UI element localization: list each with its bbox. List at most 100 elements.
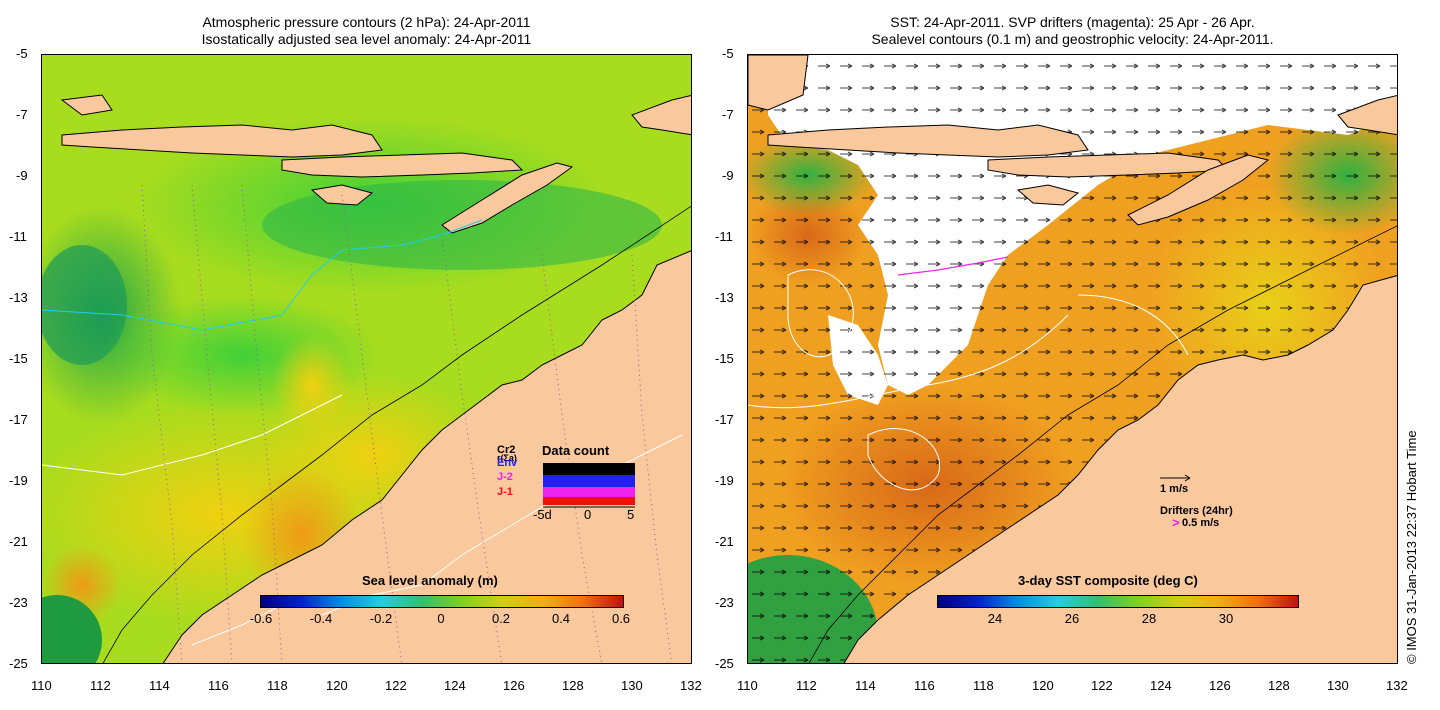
left-title-line2: Isostatically adjusted sea level anomaly…	[201, 31, 532, 47]
sla-high-central	[272, 335, 352, 435]
drifter-legend-label: Drifters (24hr)	[1160, 505, 1233, 517]
timor-island-sst	[1127, 154, 1270, 226]
satellite-overlap-text: r(Σa)	[497, 453, 517, 463]
right-x-tick-0: 110	[737, 678, 758, 693]
white-contour-1	[42, 394, 343, 476]
right-x-tick-6: 122	[1091, 678, 1113, 693]
right-y-tick-2: -9	[722, 168, 734, 183]
left-x-tick-1: 112	[90, 678, 111, 693]
left-x-tick-7: 124	[444, 678, 466, 693]
sla-low-west	[42, 245, 127, 365]
sla-low-southwest	[42, 595, 102, 663]
sla-tick-2: -0.2	[369, 611, 393, 626]
sla-colorbar-label: Sea level anomaly (m)	[362, 573, 498, 588]
sla-tick-6: 0.6	[611, 611, 631, 626]
right-map-title: SST: 24-Apr-2011. SVP drifters (magenta)…	[747, 14, 1398, 48]
java-bali-islands-sst	[767, 124, 1089, 158]
north-island-east	[631, 94, 691, 136]
left-x-tick-11: 132	[680, 678, 702, 693]
data-count-axis-mid: 0	[584, 507, 592, 522]
right-y-tick-4: -13	[715, 290, 734, 305]
north-island-east-sst	[1337, 94, 1397, 136]
satellite-j1: J-1	[497, 486, 513, 498]
left-title-line1: Atmospheric pressure contours (2 hPa): 2…	[202, 14, 531, 30]
flores-island-sst	[987, 152, 1230, 178]
sla-colorbar	[260, 595, 624, 608]
left-x-tick-9: 128	[562, 678, 584, 693]
left-x-tick-0: 110	[31, 678, 52, 693]
right-y-tick-0: -5	[722, 46, 734, 61]
right-y-tick-10: -25	[715, 656, 734, 671]
left-map-title: Atmospheric pressure contours (2 hPa): 2…	[41, 14, 692, 48]
shelf-contour-sst	[808, 225, 1397, 663]
right-x-tick-9: 128	[1268, 678, 1290, 693]
sst-colorbar-label: 3-day SST composite (deg C)	[1018, 573, 1198, 588]
right-title-line2: Sealevel contours (0.1 m) and geostrophi…	[871, 31, 1274, 47]
white-contour-2	[321, 434, 683, 616]
sla-tick-0: -0.6	[249, 611, 273, 626]
imos-credit: © IMOS 31-Jan-2013 22:37 Hobart Time	[1404, 430, 1419, 664]
right-y-tick-1: -7	[722, 107, 734, 122]
drifter-track	[897, 256, 1009, 276]
cyan-track	[42, 219, 483, 331]
sumba-island-sst	[1016, 184, 1080, 206]
north-island-west-sst	[748, 55, 809, 111]
right-x-tick-10: 130	[1327, 678, 1349, 693]
right-x-tick-11: 132	[1386, 678, 1408, 693]
right-x-tick-2: 114	[855, 678, 876, 693]
satellite-j2: J-2	[497, 471, 513, 483]
data-count-title: Data count	[542, 443, 610, 458]
north-island-west	[60, 94, 113, 116]
left-x-tick-8: 126	[503, 678, 525, 693]
right-x-tick-4: 118	[973, 678, 994, 693]
right-x-tick-3: 116	[914, 678, 935, 693]
sst-tick-0: 24	[987, 611, 1003, 626]
left-y-tick-8: -21	[9, 534, 28, 549]
satellite-env: Env	[497, 457, 518, 469]
sla-map-canvas	[42, 55, 691, 663]
left-y-tick-5: -15	[9, 351, 28, 366]
timor-island	[441, 162, 574, 234]
flores-island	[281, 152, 524, 178]
australia-land	[162, 250, 691, 663]
australia-land-sst	[843, 275, 1397, 663]
right-x-tick-1: 112	[796, 678, 817, 693]
left-x-tick-4: 118	[267, 678, 288, 693]
sla-tick-5: 0.4	[551, 611, 571, 626]
left-y-tick-4: -13	[9, 290, 28, 305]
sst-map: 1 m/s Drifters (24hr) > 0.5 m/s 3-day SS…	[747, 54, 1398, 664]
data-count-axis-max: 5	[627, 507, 635, 522]
sst-map-canvas	[748, 55, 1397, 663]
sst-tick-2: 28	[1141, 611, 1157, 626]
sla-tick-3: 0	[437, 611, 445, 626]
right-x-tick-8: 126	[1209, 678, 1231, 693]
left-y-tick-2: -9	[16, 168, 28, 183]
right-y-tick-6: -17	[715, 412, 734, 427]
left-y-tick-7: -19	[9, 473, 28, 488]
drifter-legend-marker: >	[1172, 515, 1180, 530]
sla-map: Data count Cr2 r(Σa) Env J-2 J-1 -5d 0 5…	[41, 54, 692, 664]
shelf-contour	[102, 205, 691, 663]
right-y-tick-8: -21	[715, 534, 734, 549]
data-count-axis-min: -5d	[533, 507, 552, 522]
left-y-tick-1: -7	[16, 107, 28, 122]
left-x-tick-10: 130	[621, 678, 643, 693]
velocity-scale-label: 1 m/s	[1160, 483, 1189, 495]
sst-tick-1: 26	[1064, 611, 1080, 626]
velocity-scale: 1 m/s	[1160, 473, 1280, 513]
java-bali-islands	[61, 124, 383, 158]
left-x-tick-3: 116	[208, 678, 229, 693]
left-y-tick-10: -25	[9, 656, 28, 671]
right-x-tick-7: 124	[1150, 678, 1172, 693]
left-y-tick-0: -5	[16, 46, 28, 61]
count-bar-blue	[543, 475, 635, 487]
count-bar-black	[543, 463, 635, 475]
right-y-tick-5: -15	[715, 351, 734, 366]
left-y-tick-3: -11	[9, 229, 27, 244]
sst-colorbar	[937, 595, 1299, 608]
right-y-tick-7: -19	[715, 473, 734, 488]
sla-tick-1: -0.4	[309, 611, 333, 626]
left-y-tick-6: -17	[9, 412, 28, 427]
satellite-cr2: Cr2	[497, 444, 516, 456]
sealevel-contours	[748, 269, 1189, 491]
